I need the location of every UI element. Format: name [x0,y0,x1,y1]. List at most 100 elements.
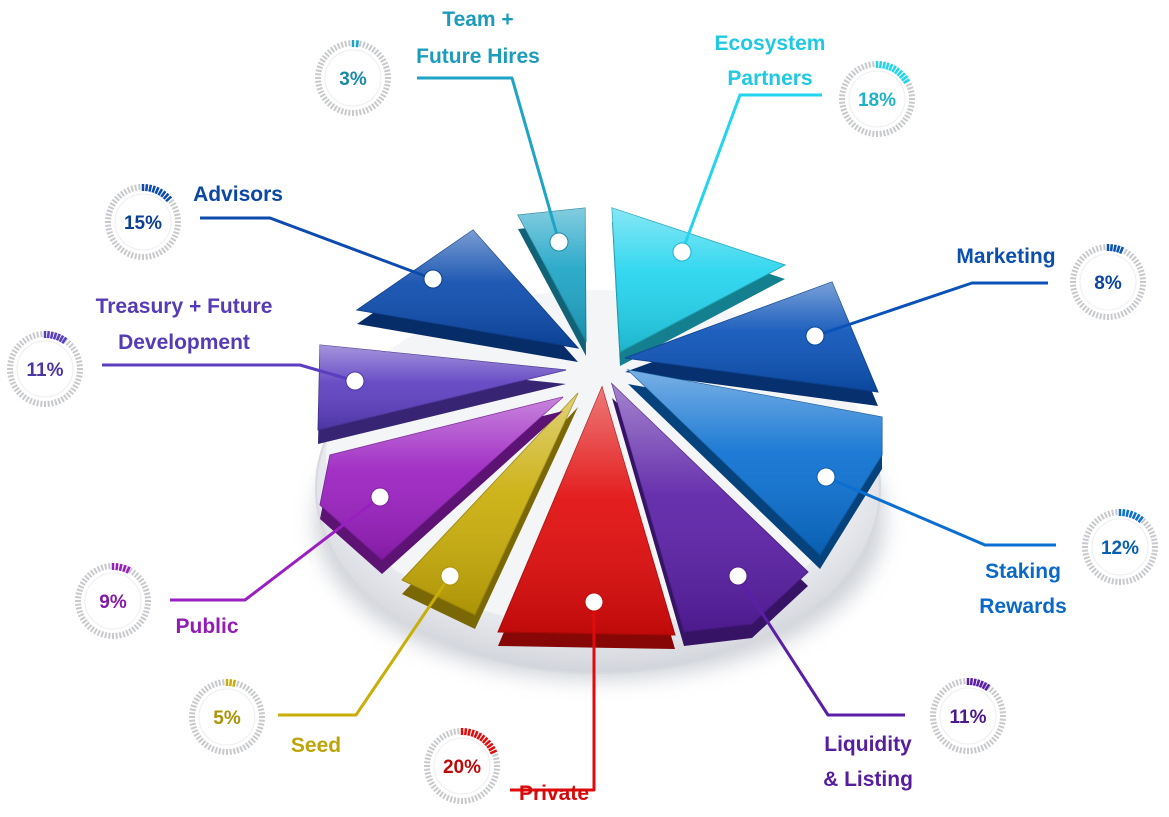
slice-public-gloss [320,397,563,560]
category-label-ecosystem: Partners [727,67,812,90]
ring-liquidity-tick [963,678,966,685]
value-label-ecosystem: 18% [858,90,896,111]
ring-seed-tick [247,740,254,746]
ring-staking-tick [1115,509,1118,516]
ring-ecosystem-tick [853,67,859,74]
ring-private-tick [449,729,454,736]
category-label-treasury: Development [118,331,250,354]
ring-advisors-tick [114,195,120,202]
ring-treasury-tick [68,342,74,349]
ring-staking-tick [1096,515,1102,522]
dot-marketing [805,326,825,346]
ring-seed-tick [255,700,263,705]
ring-staking-tick [1088,523,1095,529]
ring-treasury-tick [21,394,27,401]
ring-team-tick [365,106,370,114]
ring-private-tick [428,781,435,786]
ring-seed-tick [214,680,219,687]
ring-private-tick [442,732,447,739]
ring-ecosystem-tick [839,94,846,97]
ring-staking-tick [1145,523,1152,529]
ring-public-tick [144,596,151,599]
ring-advisors-tick [166,242,172,249]
ring-team-tick [319,58,326,63]
ring-private-tick [493,761,500,764]
ring-private-tick [424,771,431,775]
category-label-seed: Seed [291,734,341,757]
ring-ecosystem-tick [850,122,857,128]
ring-ecosystem-tick [904,114,911,119]
ring-ecosystem-tick [857,126,862,133]
ring-liquidity-tick [930,707,937,711]
ring-team-tick [376,98,382,105]
ring-marketing-tick [1095,245,1100,252]
ring-liquidity-tick [951,680,956,688]
ring-marketing-tick [1084,307,1090,314]
ring-liquidity-tick [930,721,937,725]
ring-liquidity-tick [963,747,966,754]
ring-marketing-tick [1103,313,1106,320]
slice-advisors-gloss [357,230,578,348]
ring-public-fill [125,566,131,574]
ring-seed-tick [254,697,261,702]
ring-team-tick [373,49,380,55]
ring-public-tick [104,632,108,639]
ring-ecosystem-tick [860,63,865,71]
ring-ecosystem-inner [848,70,906,128]
ring-ecosystem-fill [898,72,906,79]
ring-marketing-tick [1076,300,1083,306]
ring-marketing-fill [1112,244,1117,252]
ring-ecosystem-tick [840,107,847,112]
dot-staking [816,467,836,487]
ring-liquidity-tick [951,744,956,752]
ring-seed-fill [228,679,233,687]
ring-team-tick [326,101,333,107]
ring-treasury-tick [76,374,83,378]
ring-team-tick [315,73,322,76]
slice-staking-gloss [628,370,882,555]
ring-public-tick [77,584,85,589]
ring-advisors-tick [170,202,177,207]
ring-seed-tick [245,742,251,749]
ring-seed-tick [195,693,202,699]
ring-team-tick [315,80,322,83]
ring-advisors-tick [109,202,116,207]
ring-staking-tick [1111,509,1115,516]
ring-liquidity-tick [993,734,1000,740]
ring-advisors-fill [162,192,170,200]
ring-advisors-tick [111,198,118,204]
ring-liquidity-tick [936,734,943,740]
ring-team-tick [326,49,333,55]
ring-private-tick [445,794,450,802]
ring-ecosystem-fill [882,61,886,69]
ring-advisors-tick [155,250,160,258]
ring-treasury-fill [58,334,65,343]
ring-public-tick [138,619,145,625]
ring-staking-tick [1091,567,1097,574]
ring-ecosystem-fill [896,69,903,77]
ring-treasury-tick [72,349,79,354]
ring-private-tick [430,742,437,748]
ring-liquidity-tick [988,687,995,693]
ring-public-tick [89,626,95,633]
ring-public-tick [104,563,108,570]
ring-marketing-fill [1116,245,1121,253]
ring-public-tick [77,613,85,618]
ring-liquidity-tick [934,696,941,701]
ring-team-tick [383,65,390,70]
ring-seed-tick [252,693,259,699]
ring-treasury-fill [55,333,61,341]
ring-team-tick [321,54,328,60]
ring-public-tick [143,609,150,614]
ring-team-tick [344,109,348,116]
ring-staking-tick [1107,577,1112,584]
ring-seed-tick [257,704,264,709]
ring-liquidity-tick [993,692,1000,698]
ring-liquidity-tick [955,746,960,753]
ring-private-fill [476,732,483,740]
ring-marketing-fill [1109,244,1114,252]
ring-marketing-tick [1103,244,1106,251]
ring-treasury: 11% [6,330,84,408]
ring-team-tick [329,46,335,53]
ring-team-tick [361,108,366,115]
